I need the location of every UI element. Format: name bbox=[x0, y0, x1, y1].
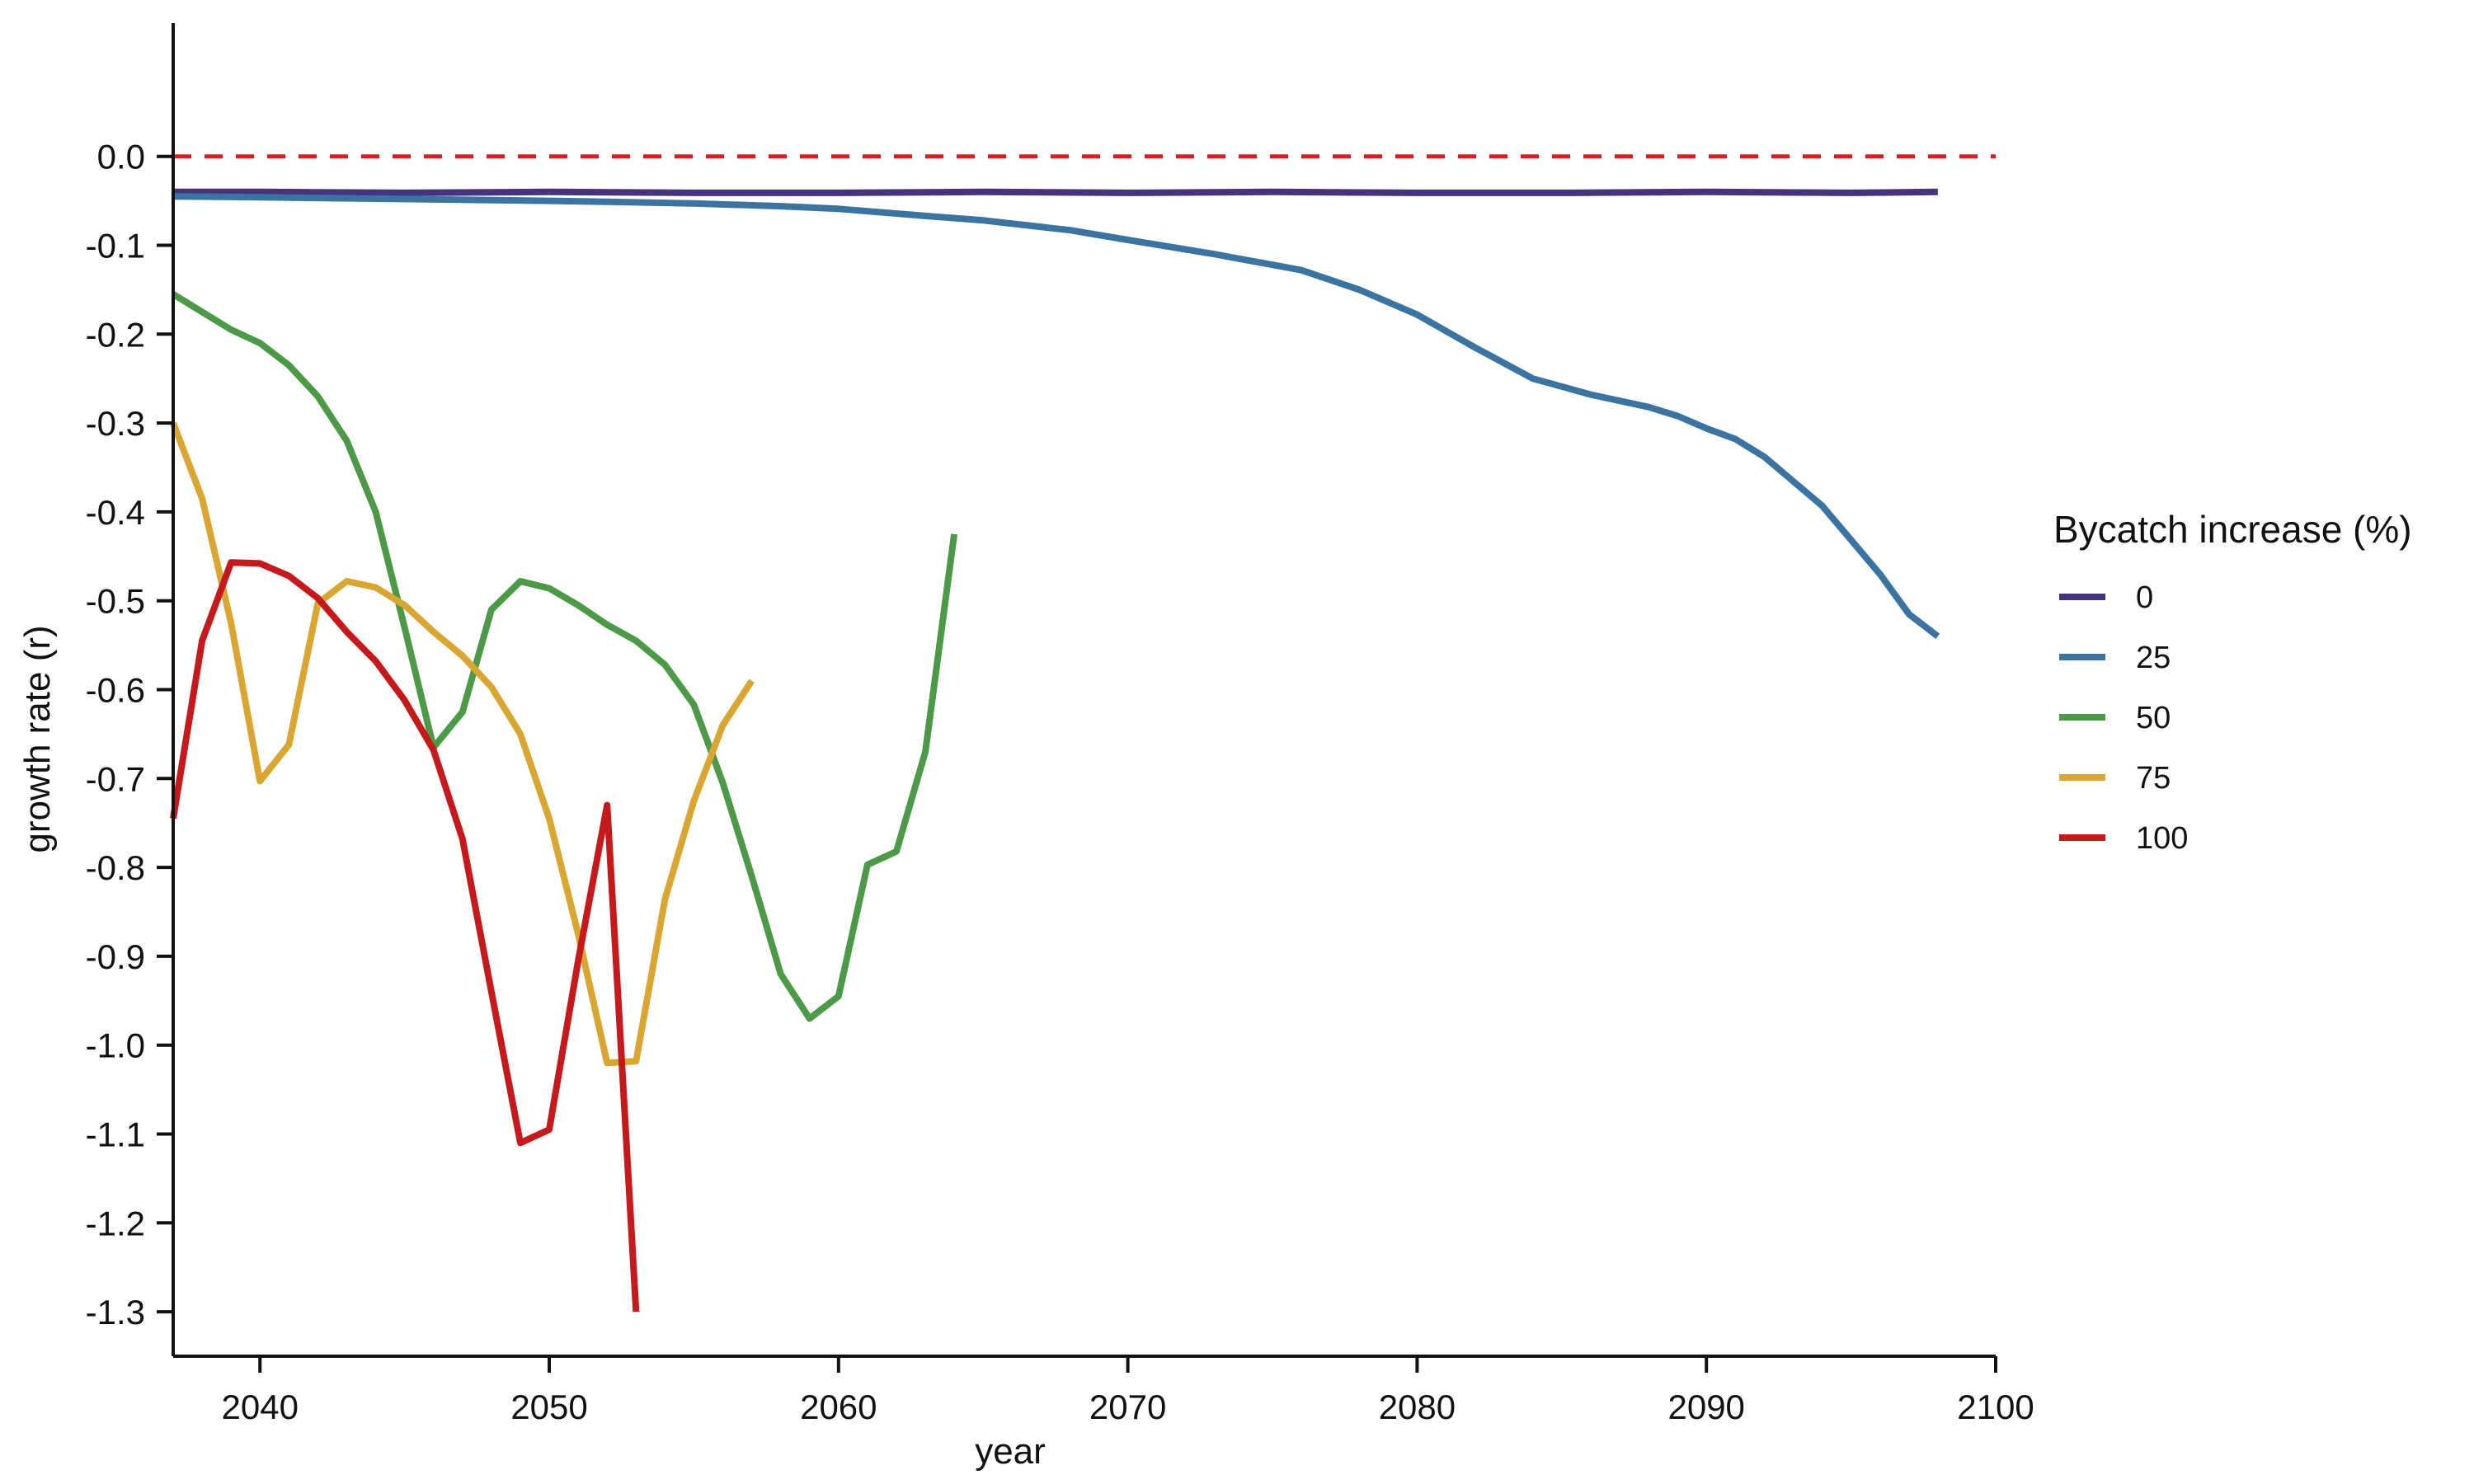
legend-label-0: 0 bbox=[2136, 580, 2153, 615]
legend-label-100: 100 bbox=[2136, 821, 2188, 856]
y-tick-label: -1.1 bbox=[86, 1115, 145, 1154]
y-axis-title: growth rate (r) bbox=[17, 625, 58, 852]
y-tick-label: -0.7 bbox=[86, 759, 145, 798]
legend-title: Bycatch increase (%) bbox=[2053, 508, 2412, 551]
x-tick-label: 2070 bbox=[1089, 1388, 1166, 1426]
y-tick-label: -0.6 bbox=[86, 671, 145, 710]
x-tick-label: 2060 bbox=[800, 1388, 877, 1426]
y-tick-label: -0.4 bbox=[86, 493, 145, 532]
series-line-50 bbox=[171, 291, 958, 1022]
y-axis-ticks: 0.0 -0.1 -0.2 -0.3 -0.4 -0.5 -0.6 -0.7 -0.8 -0.9 -… bbox=[86, 138, 173, 1331]
legend-label-50: 50 bbox=[2136, 701, 2171, 735]
series-line-0 bbox=[173, 188, 1938, 196]
y-tick-label: -0.9 bbox=[86, 937, 145, 976]
x-axis-title: year bbox=[975, 1431, 1046, 1472]
x-tick-label: 2090 bbox=[1667, 1388, 1744, 1426]
y-tick-label: -0.5 bbox=[86, 582, 145, 621]
legend-label-25: 25 bbox=[2136, 641, 2171, 675]
x-axis-ticks: 2040 2050 2060 2070 2080 2090 2100 bbox=[222, 1356, 2034, 1426]
x-tick-label: 2100 bbox=[1957, 1388, 2034, 1426]
x-tick-label: 2080 bbox=[1379, 1388, 1456, 1426]
y-tick-label: -0.1 bbox=[86, 227, 145, 265]
y-tick-label: -0.8 bbox=[86, 848, 145, 887]
y-tick-label: 0.0 bbox=[97, 138, 145, 176]
series-line-100 bbox=[170, 559, 640, 1313]
y-tick-label: -0.2 bbox=[86, 315, 145, 354]
axes: 0.0 -0.1 -0.2 -0.3 -0.4 -0.5 -0.6 -0.7 -0.8 -0.9 -… bbox=[17, 23, 2034, 1472]
plot-area bbox=[170, 154, 1996, 1313]
series-line-75 bbox=[170, 421, 755, 1067]
y-tick-label: -1.3 bbox=[86, 1293, 145, 1331]
x-tick-label: 2040 bbox=[222, 1388, 299, 1426]
series-line-25 bbox=[172, 193, 1940, 639]
legend: Bycatch increase (%) 0 25 50 75 100 bbox=[2053, 508, 2412, 856]
x-tick-label: 2050 bbox=[510, 1388, 587, 1426]
y-tick-label: -0.3 bbox=[86, 404, 145, 443]
y-tick-label: -1.0 bbox=[86, 1026, 145, 1065]
legend-label-75: 75 bbox=[2136, 761, 2171, 796]
y-tick-label: -1.2 bbox=[86, 1204, 145, 1242]
legend-items: 0 25 50 75 100 bbox=[2059, 580, 2188, 856]
